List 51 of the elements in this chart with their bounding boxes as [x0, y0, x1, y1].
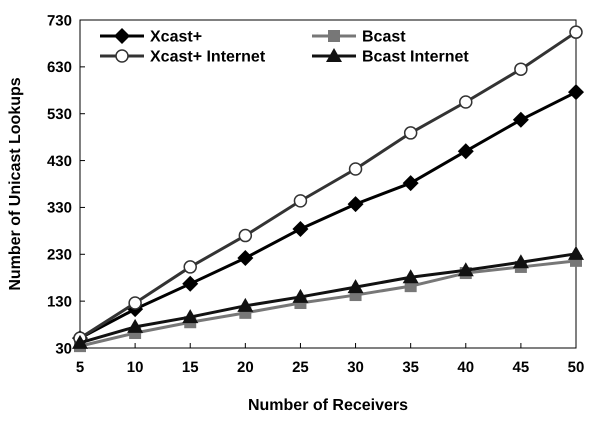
point	[294, 194, 308, 208]
point	[512, 254, 529, 268]
point	[514, 62, 528, 76]
point	[182, 276, 198, 292]
legend-label: Xcast+	[150, 28, 202, 46]
point	[237, 250, 254, 266]
point	[459, 95, 473, 109]
x-tick-label: 10	[126, 359, 144, 376]
y-tick-label: 230	[46, 246, 72, 264]
point	[402, 269, 419, 284]
legend-label: Bcast Internet	[362, 48, 470, 66]
point	[568, 84, 584, 100]
point	[404, 126, 418, 140]
x-axis-title: Number of Receivers	[248, 397, 408, 414]
y-tick-label: 730	[46, 12, 72, 30]
point	[402, 175, 419, 192]
y-axis-title: Number of Unicast Lookups	[7, 77, 24, 291]
point	[568, 246, 584, 260]
point	[569, 25, 583, 39]
y-tick-label: 30	[55, 340, 72, 358]
y-tick-label: 130	[46, 293, 72, 310]
x-tick-label: 35	[402, 359, 420, 376]
x-tick-label: 15	[182, 359, 199, 376]
point	[348, 196, 364, 212]
point	[458, 143, 474, 160]
point	[292, 288, 308, 303]
y-tick-label: 330	[46, 200, 72, 217]
point	[238, 228, 252, 242]
x-tick-label: 45	[512, 359, 530, 376]
legend-label: Bcast	[362, 28, 406, 46]
y-tick-label: 630	[46, 59, 72, 76]
x-tick-label: 5	[76, 359, 84, 376]
point	[72, 334, 88, 349]
point	[512, 112, 529, 128]
point	[182, 309, 198, 324]
point	[458, 262, 474, 276]
point	[237, 298, 254, 312]
point	[292, 220, 308, 237]
y-tick-label: 530	[46, 106, 72, 123]
x-tick-label: 25	[292, 359, 309, 376]
legend-label: Xcast+ Internet	[150, 48, 266, 66]
x-tick-label: 20	[236, 359, 254, 376]
point	[128, 296, 142, 310]
point	[127, 318, 144, 333]
point	[183, 260, 197, 274]
x-tick-label: 40	[457, 359, 474, 376]
y-tick-label: 430	[46, 152, 72, 170]
point	[348, 162, 362, 176]
point	[348, 279, 364, 294]
x-tick-label: 30	[347, 359, 364, 376]
x-tick-label: 50	[568, 359, 584, 376]
